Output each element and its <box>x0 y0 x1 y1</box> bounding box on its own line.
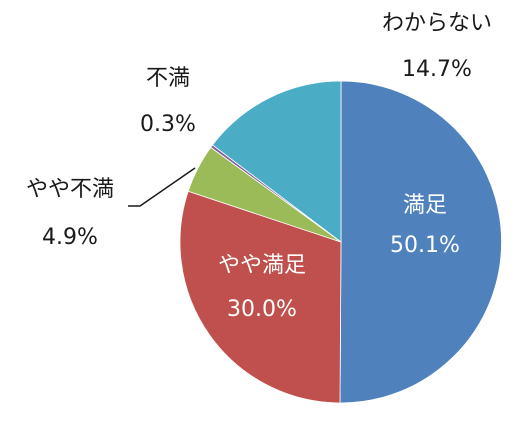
pie-slice-2 <box>179 190 342 404</box>
slice-label-2: やや満足 <box>218 253 306 278</box>
slice-value-label-4: 0.3% <box>140 112 196 137</box>
slice-label-3: やや不満 <box>26 177 114 202</box>
slice-value-label-5: 14.7% <box>402 57 472 82</box>
slice-label-4: 不満 <box>146 66 190 91</box>
slice-value-label-1: 50.1% <box>390 233 460 258</box>
leader-line-3 <box>128 167 196 207</box>
pie-slice-5 <box>211 80 342 243</box>
slice-value-label-3: 4.9% <box>42 225 98 250</box>
pie-slices <box>179 80 502 404</box>
slice-labels: 満足 50.1% やや満足 30.0% やや不満 4.9% 不満 0.3% わからない 14.7% <box>26 11 492 322</box>
leader-lines <box>128 167 196 207</box>
slice-label-5: わからない <box>382 11 492 36</box>
slice-value-label-2: 30.0% <box>227 297 297 322</box>
slice-label-1: 満足 <box>403 193 447 218</box>
pie-slice-1 <box>339 80 502 404</box>
